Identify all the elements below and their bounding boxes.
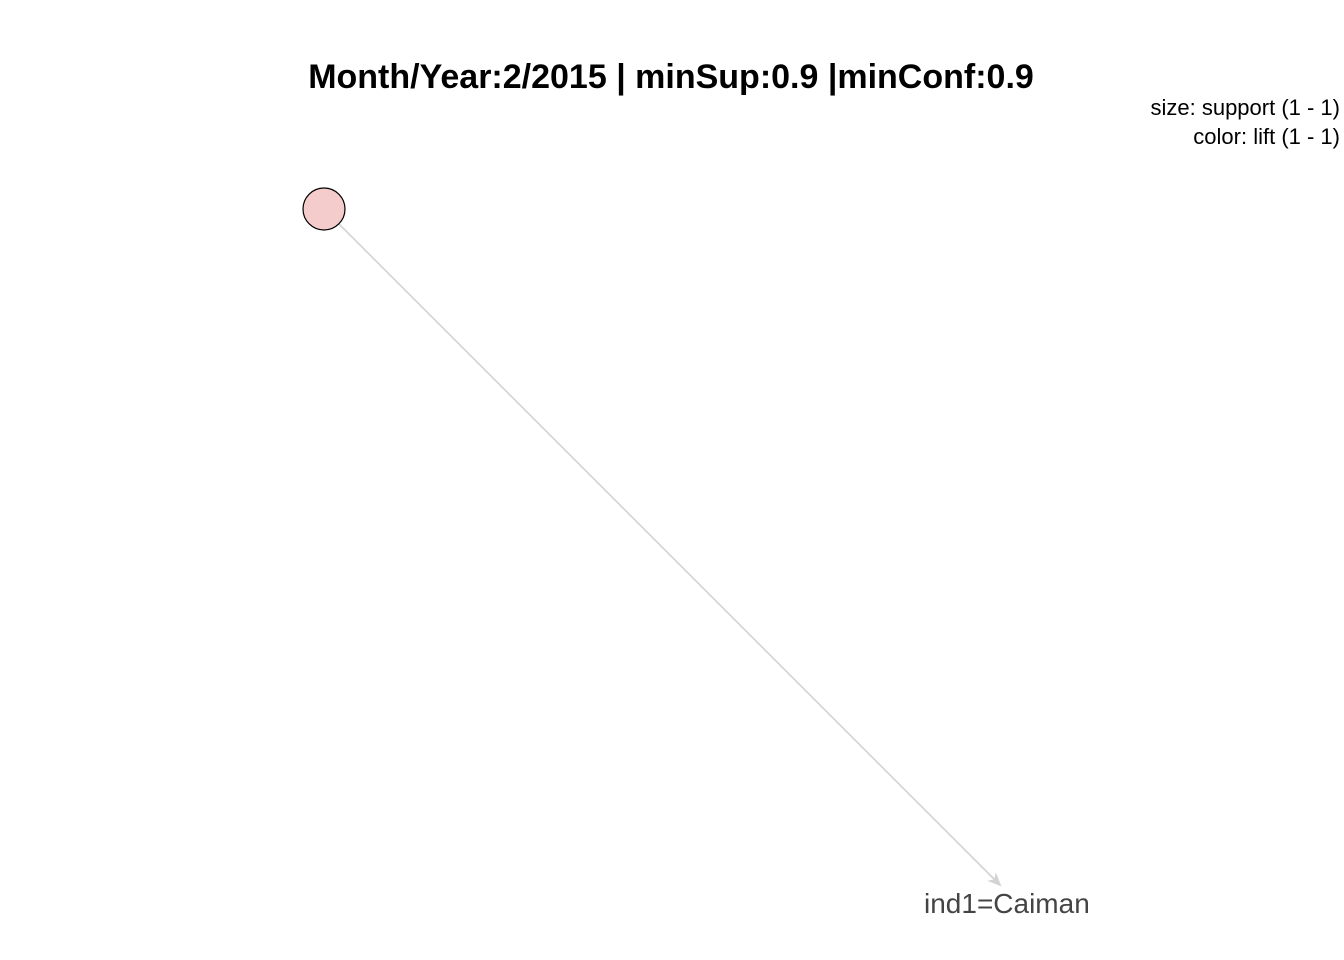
item-node-label: ind1=Caiman bbox=[924, 888, 1090, 919]
rule-edge-arrow bbox=[338, 223, 1002, 887]
legend: size: support (1 - 1) color: lift (1 - 1… bbox=[1150, 93, 1340, 151]
rule-node bbox=[302, 187, 346, 231]
legend-size-line: size: support (1 - 1) bbox=[1150, 95, 1340, 120]
plot-title: Month/Year:2/2015 | minSup:0.9 |minConf:… bbox=[308, 58, 1034, 96]
legend-color-line: color: lift (1 - 1) bbox=[1193, 124, 1340, 149]
